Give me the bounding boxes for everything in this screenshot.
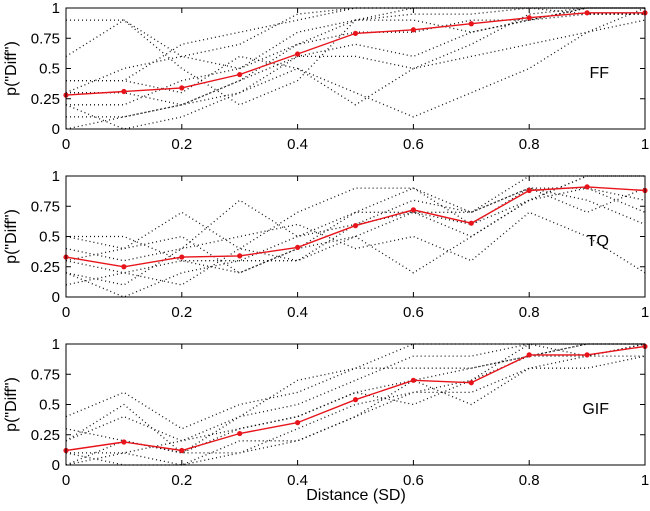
- x-tick-label: 0.2: [171, 472, 192, 489]
- x-tick-label: 0.8: [519, 472, 540, 489]
- subject-line: [65, 19, 646, 130]
- mean-point: [179, 254, 185, 260]
- mean-point: [526, 15, 532, 21]
- y-axis-title: p("Diff"): [3, 377, 20, 432]
- mean-point: [237, 71, 243, 78]
- subject-line: [65, 343, 645, 430]
- panel-label: TQ: [587, 233, 609, 250]
- y-tick-label: 0.5: [39, 229, 60, 246]
- mean-point: [410, 207, 416, 213]
- y-tick-label: 1: [52, 168, 60, 185]
- x-tick-label: 0: [62, 136, 70, 153]
- mean-point: [237, 430, 243, 437]
- x-tick-label: 0.6: [403, 304, 424, 321]
- x-tick-label: 0.4: [287, 472, 308, 489]
- mean-point: [179, 85, 185, 91]
- x-tick-label: 0: [62, 472, 70, 489]
- subject-line: [65, 355, 646, 466]
- mean-point: [352, 223, 359, 229]
- y-axis-title: p("Diff"): [3, 209, 20, 264]
- mean-point: [584, 184, 590, 190]
- mean-point: [352, 397, 359, 403]
- mean-point: [237, 253, 243, 259]
- y-tick-label: 0.75: [31, 198, 60, 215]
- mean-point: [468, 220, 474, 226]
- x-tick-label: 1: [641, 304, 649, 321]
- mean-point: [295, 420, 301, 426]
- subject-line: [65, 175, 645, 286]
- y-tick-label: 0.5: [39, 61, 60, 78]
- y-tick-label: 1: [52, 0, 60, 17]
- mean-point: [352, 30, 359, 37]
- subject-line: [66, 7, 646, 106]
- mean-point: [121, 264, 127, 270]
- mean-point: [468, 380, 474, 386]
- mean-point: [584, 352, 590, 358]
- mean-point: [295, 244, 301, 250]
- subject-line: [65, 187, 646, 262]
- subject-line: [66, 7, 645, 118]
- subject-line: [65, 175, 645, 286]
- x-tick-label: 1: [641, 472, 649, 489]
- y-tick-label: 0.5: [39, 397, 60, 414]
- mean-point: [121, 439, 127, 445]
- mean-line: [65, 12, 645, 96]
- subject-line: [65, 343, 646, 442]
- panel-label: GIF: [582, 401, 609, 418]
- mean-point: [526, 187, 532, 194]
- mean-point: [179, 447, 185, 454]
- x-tick-label: 0.6: [403, 136, 424, 153]
- subject-line: [65, 7, 645, 94]
- mean-point: [410, 27, 416, 33]
- subject-line: [65, 187, 646, 250]
- x-tick-label: 0.8: [519, 136, 540, 153]
- y-axis-title: p("Diff"): [3, 41, 20, 96]
- x-tick-label: 0.4: [287, 304, 308, 321]
- x-tick-label: 0: [62, 304, 70, 321]
- y-tick-label: 0: [52, 121, 60, 138]
- mean-point: [584, 10, 590, 16]
- y-tick-label: 0: [52, 457, 60, 474]
- x-tick-label: 0.2: [171, 304, 192, 321]
- x-tick-label: 1: [641, 136, 649, 153]
- x-tick-label: 0.6: [403, 472, 424, 489]
- panel-tq: 0 0.25 0.5 0.75 1 0 0.2 0.4 0.6 0.8 1 p("Diff") TQ: [3, 168, 649, 321]
- mean-point: [468, 21, 474, 27]
- y-tick-label: 0.25: [31, 427, 60, 444]
- mean-point: [410, 377, 416, 383]
- subject-line: [66, 7, 645, 82]
- panel-ff: 0 0.25 0.5 0.75 1 0 0.2 0.4 0.6 0.8 1 p("Diff") FF: [3, 0, 649, 153]
- y-tick-label: 0.25: [31, 259, 60, 276]
- x-tick-label: 0.8: [519, 304, 540, 321]
- x-tick-label: 0.4: [287, 136, 308, 153]
- panel-gif: 0 0.25 0.5 0.75 1 0 0.2 0.4 0.6 0.8 1 p("Diff") GIF: [3, 336, 649, 489]
- x-tick-label: 0.2: [171, 136, 192, 153]
- mean-point: [121, 88, 127, 95]
- subject-line: [65, 187, 646, 298]
- mean-point: [295, 51, 301, 57]
- x-axis-title: Distance (SD): [306, 487, 406, 504]
- mean-point: [526, 352, 532, 358]
- y-tick-label: 0.75: [31, 30, 60, 47]
- panel-label: FF: [589, 65, 609, 82]
- y-tick-label: 0: [52, 289, 60, 306]
- y-tick-label: 1: [52, 336, 60, 353]
- y-tick-label: 0.75: [31, 366, 60, 383]
- y-tick-label: 0.25: [31, 91, 60, 108]
